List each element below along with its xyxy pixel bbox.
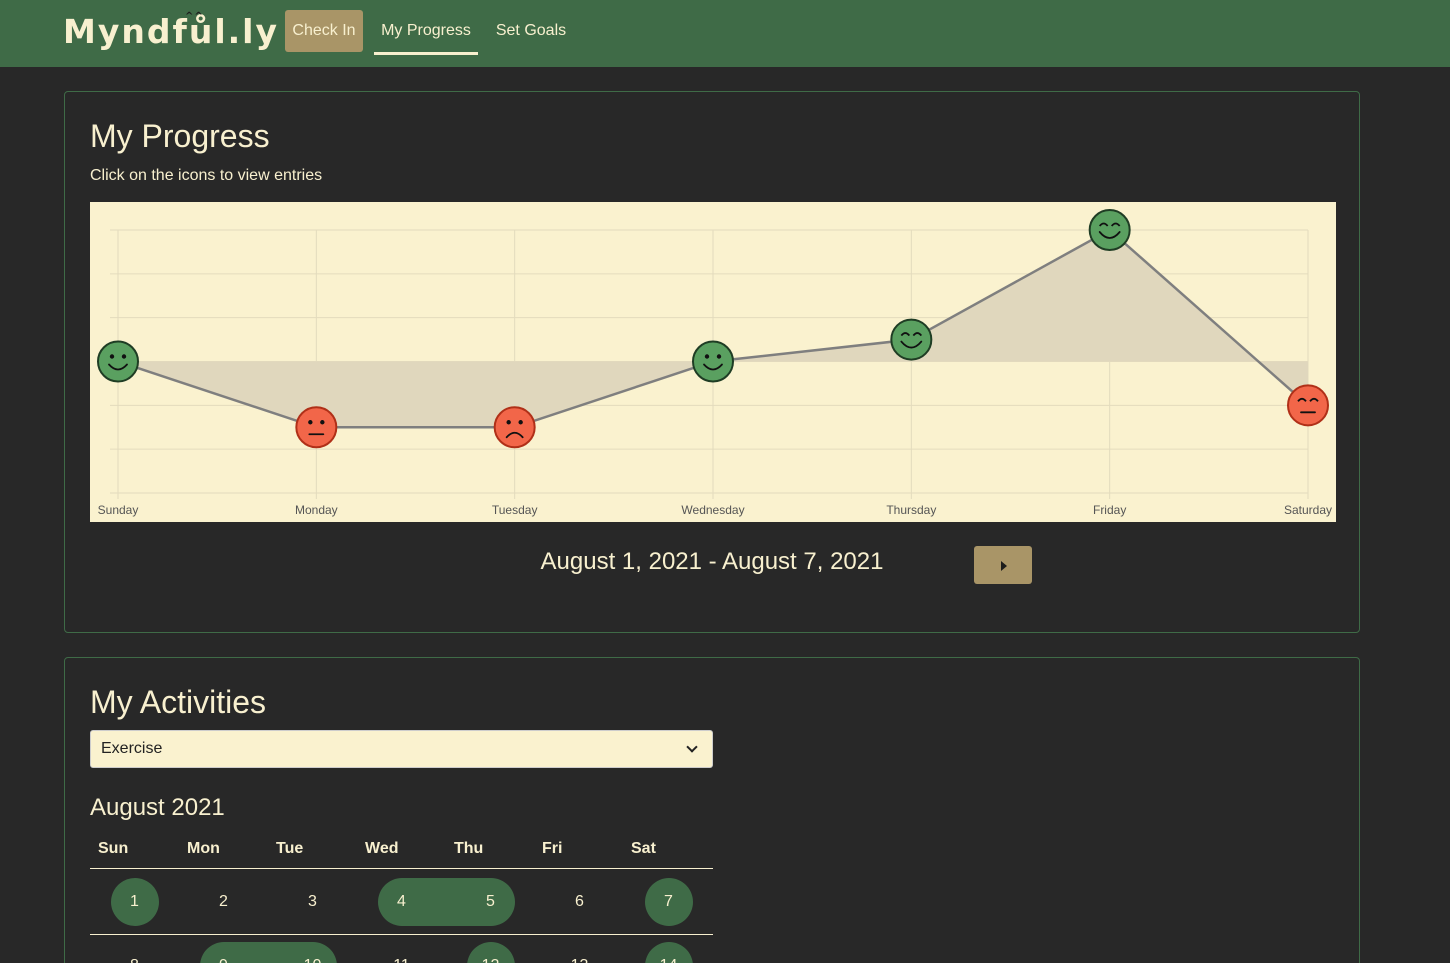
progress-card: My Progress Click on the icons to view e… <box>64 91 1360 633</box>
activities-title: My Activities <box>90 684 267 720</box>
calendar-day[interactable]: 13 <box>535 942 624 963</box>
mood-area <box>118 230 1308 428</box>
mood-chart-svg: Sunday Monday Tuesday Wednesday Thursday Frid… <box>97 209 1332 517</box>
calendar-day[interactable]: 1 <box>130 893 139 910</box>
mood-chart: Sunday Monday Tuesday Wednesday Thursday Frid… <box>90 202 1336 522</box>
streak-highlight <box>378 878 515 926</box>
calendar-day[interactable]: 7 <box>664 893 673 910</box>
mood-marker-meh[interactable] <box>1287 384 1329 427</box>
calendar-day[interactable]: 9 <box>179 942 268 963</box>
streak-highlight <box>467 942 515 963</box>
mood-marker-happy[interactable] <box>1088 209 1131 251</box>
activities-card: My Activities Exercise August 2021 Sun M… <box>64 657 1360 963</box>
x-tick-label: Wednesday <box>681 503 744 517</box>
calendar-divider <box>90 868 713 869</box>
x-tick-label: Saturday <box>1284 503 1332 517</box>
nav-my-progress[interactable]: My Progress <box>374 10 478 55</box>
calendar-day[interactable]: 10 <box>268 942 357 963</box>
calendar-divider <box>90 934 713 935</box>
weekday-wed: Wed <box>365 840 399 857</box>
date-range: August 1, 2021 - August 7, 2021 <box>540 548 884 575</box>
calendar-day[interactable]: 14 <box>624 942 713 963</box>
calendar-week-1: 1 2 3 4 5 6 7 <box>90 878 713 926</box>
calendar-day[interactable]: 11 <box>357 942 446 963</box>
weekday-tue: Tue <box>276 840 304 857</box>
streak-highlight <box>645 942 693 963</box>
calendar-month: August 2021 <box>90 794 225 821</box>
streak-highlight <box>200 942 337 963</box>
nav-check-in[interactable]: Check In <box>285 10 363 52</box>
progress-title: My Progress <box>90 118 270 154</box>
calendar-weekdays: Sun Mon Tue Wed Thu Fri Sat <box>90 840 713 868</box>
progress-subtitle: Click on the icons to view entries <box>90 167 323 184</box>
nav-set-goals[interactable]: Set Goals <box>495 22 567 39</box>
calendar-day[interactable]: 6 <box>575 893 584 910</box>
activity-select[interactable]: Exercise <box>90 730 713 768</box>
brand-logo[interactable]: Myndfůl.ly ^^ <box>63 10 279 54</box>
next-week-button[interactable] <box>974 546 1032 584</box>
mood-marker-smile[interactable] <box>97 340 139 383</box>
streak-highlight <box>645 878 693 926</box>
navbar: Myndfůl.ly ^^ Check In My Progress Set G… <box>0 0 1450 67</box>
activity-select-value: Exercise <box>101 740 163 757</box>
play-right-icon <box>1001 561 1007 571</box>
x-tick-label: Monday <box>295 503 338 517</box>
calendar-day[interactable]: 3 <box>308 893 317 910</box>
weekday-sat: Sat <box>631 840 656 857</box>
weekday-thu: Thu <box>454 840 484 857</box>
calendar-week-2: 8 9 10 11 12 13 14 <box>90 942 713 963</box>
calendar-day[interactable]: 12 <box>446 942 535 963</box>
x-tick-label: Sunday <box>98 503 139 517</box>
calendar-day[interactable]: 5 <box>486 893 495 910</box>
brand-eyes: ^^ <box>185 11 204 22</box>
mood-marker-happy[interactable] <box>890 318 933 361</box>
weekday-sun: Sun <box>98 840 129 857</box>
mood-marker-smile[interactable] <box>692 340 734 383</box>
weekday-mon: Mon <box>187 840 220 857</box>
weekday-fri: Fri <box>542 840 563 857</box>
streak-highlight <box>111 878 159 926</box>
brand-name: Myndfůl.ly <box>63 12 279 51</box>
calendar-day[interactable]: 2 <box>219 893 228 910</box>
calendar-day[interactable]: 4 <box>397 893 406 910</box>
x-tick-label: Friday <box>1093 503 1126 517</box>
calendar-day[interactable]: 8 <box>90 942 179 963</box>
x-tick-label: Thursday <box>886 503 936 517</box>
mood-marker-sad[interactable] <box>493 406 536 449</box>
x-tick-label: Tuesday <box>492 503 538 517</box>
mood-marker-neutral[interactable] <box>295 406 338 449</box>
chevron-down-icon <box>686 741 698 753</box>
